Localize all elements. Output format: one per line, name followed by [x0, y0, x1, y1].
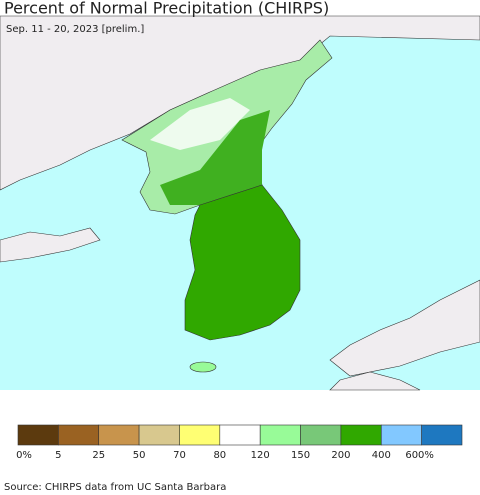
south-korea [184, 184, 301, 341]
legend-swatch [179, 424, 221, 446]
legend-label: 80 [213, 450, 226, 461]
legend-swatch [421, 424, 463, 446]
kyushu [329, 371, 421, 391]
north-korea-dry [150, 98, 250, 150]
legend-label: 200 [331, 450, 350, 461]
jeju [189, 361, 217, 373]
japan [329, 279, 480, 377]
map [0, 15, 480, 391]
legend-label: 400 [372, 450, 391, 461]
legend-swatch [300, 424, 342, 446]
legend-label: 0% [16, 450, 32, 461]
liaodong [0, 227, 101, 263]
title: Percent of Normal Precipitation (CHIRPS) [4, 0, 329, 18]
legend-label: 70 [173, 450, 186, 461]
legend-swatch [340, 424, 382, 446]
legend-swatch [380, 424, 422, 446]
legend-label: 600% [405, 450, 434, 461]
legend-swatch [98, 424, 140, 446]
legend-swatch [58, 424, 100, 446]
subtitle: Sep. 11 - 20, 2023 [prelim.] [6, 24, 144, 35]
legend-label: 25 [92, 450, 105, 461]
legend-label: 50 [133, 450, 146, 461]
legend-label: 5 [55, 450, 61, 461]
legend-label: 120 [251, 450, 270, 461]
north-korea-wet [160, 110, 270, 205]
source: Source: CHIRPS data from UC Santa Barbar… [4, 482, 226, 493]
legend-swatch [138, 424, 180, 446]
legend-swatch [17, 424, 59, 446]
legend-label: 150 [291, 450, 310, 461]
legend: 0% 5 25 50 70 80 120 150 200 400 600% [16, 424, 463, 461]
legend-swatch [219, 424, 261, 446]
legend-swatch [259, 424, 301, 446]
